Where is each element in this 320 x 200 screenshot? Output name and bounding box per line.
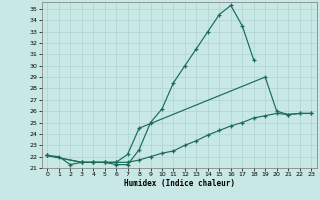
X-axis label: Humidex (Indice chaleur): Humidex (Indice chaleur): [124, 179, 235, 188]
